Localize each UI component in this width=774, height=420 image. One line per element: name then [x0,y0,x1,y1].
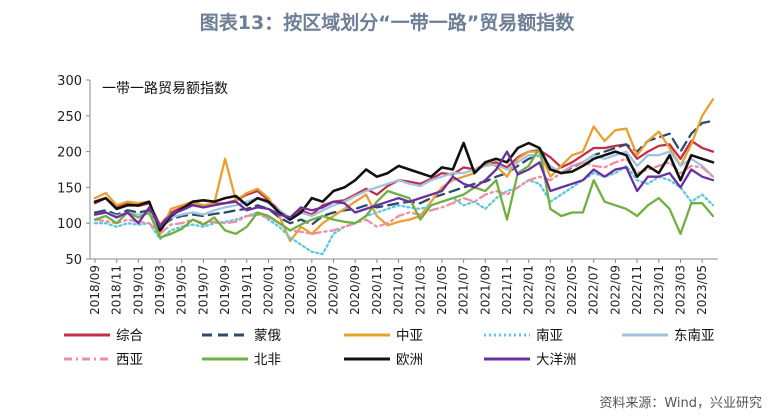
x-tick-label: 2023/05 [695,265,709,315]
x-tick-label: 2023/01 [652,265,666,315]
series-line-2 [93,98,715,243]
x-tick-label: 2021/01 [392,265,406,315]
source-note: 资料来源：Wind，兴业研究 [599,396,762,411]
x-tick-label: 2019/11 [240,265,254,315]
legend-label-3: 南亚 [536,328,563,344]
legend-label-7: 欧洲 [396,352,423,368]
x-tick-label: 2021/07 [457,265,471,315]
x-tick-label: 2021/03 [413,265,427,315]
y-tick-label: 100 [57,217,82,232]
x-tick-label: 2021/11 [500,265,514,315]
x-tick-label: 2020/03 [283,265,297,315]
x-tick-label: 2020/11 [370,265,384,315]
x-tick-label: 2019/07 [196,265,210,315]
y-tick-label: 250 [57,110,82,125]
legend-label-1: 蒙俄 [254,328,281,344]
series-lines [93,98,715,256]
legend-label-8: 大洋洲 [536,352,577,368]
legend-label-4: 东南亚 [674,328,715,344]
x-tick-label: 2022/07 [587,265,601,315]
x-tick-label: 2020/09 [348,265,362,315]
x-tick-label: 2019/09 [218,265,232,315]
legend-label-0: 综合 [116,328,143,344]
y-tick-label: 200 [57,146,82,161]
series-line-4 [93,150,715,231]
series-line-8 [93,150,715,228]
x-tick-label: 2020/07 [327,265,341,315]
series-line-1 [93,119,715,228]
x-tick-label: 2022/09 [608,265,622,315]
legend-label-5: 西亚 [116,352,143,368]
y-tick-labels: 50 100 150 200 250 300 [57,74,82,268]
x-tick-label: 2023/03 [673,265,687,315]
x-tick-label: 2019/03 [153,265,167,315]
x-tick-label: 2022/05 [565,265,579,315]
x-tick-label: 2018/09 [88,265,102,315]
axes [86,79,718,263]
x-tick-label: 2019/05 [175,265,189,315]
x-tick-label: 2021/09 [478,265,492,315]
legend-label-6: 北非 [254,352,281,368]
series-line-7 [93,141,715,232]
x-tick-label: 2021/05 [435,265,449,315]
y-tick-label: 50 [65,253,82,268]
x-tick-label: 2022/11 [630,265,644,315]
y-tick-label: 300 [57,74,82,89]
x-tick-labels: 2018/09 2018/11 2019/01 2019/03 2019/05 2019/… [88,265,709,315]
legend-label-2: 中亚 [396,328,423,344]
figure-title: 图表13：按区域划分“一带一路”贸易额指数 [199,12,575,34]
x-tick-label: 2020/01 [261,265,275,315]
x-tick-label: 2022/01 [522,265,536,315]
x-tick-label: 2022/03 [543,265,557,315]
chart-title: 一带一路贸易额指数 [102,81,228,97]
series-line-6 [93,146,715,239]
y-tick-label: 150 [57,181,82,196]
x-tick-label: 2020/05 [305,265,319,315]
x-tick-label: 2018/11 [110,265,124,315]
x-tick-label: 2019/01 [131,265,145,315]
series-line-3 [93,164,715,256]
